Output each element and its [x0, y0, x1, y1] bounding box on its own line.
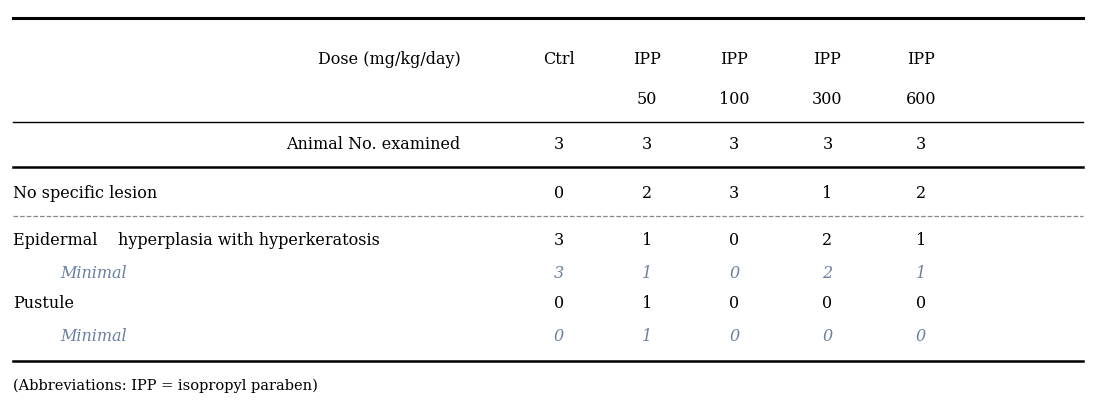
Text: 3: 3 [729, 136, 740, 153]
Text: 0: 0 [553, 295, 564, 313]
Text: IPP: IPP [906, 51, 935, 68]
Text: 3: 3 [729, 185, 740, 202]
Text: 300: 300 [812, 91, 843, 109]
Text: 1: 1 [641, 232, 652, 249]
Text: 50: 50 [637, 91, 657, 109]
Text: 3: 3 [553, 136, 564, 153]
Text: Pustule: Pustule [13, 295, 75, 313]
Text: 0: 0 [915, 295, 926, 313]
Text: 0: 0 [729, 295, 740, 313]
Text: 0: 0 [729, 328, 740, 345]
Text: Epidermal    hyperplasia with hyperkeratosis: Epidermal hyperplasia with hyperkeratosi… [13, 232, 380, 249]
Text: 0: 0 [822, 328, 833, 345]
Text: 2: 2 [822, 265, 833, 282]
Text: (Abbreviations: IPP = isopropyl paraben): (Abbreviations: IPP = isopropyl paraben) [13, 378, 318, 393]
Text: 1: 1 [915, 265, 926, 282]
Text: 2: 2 [641, 185, 652, 202]
Text: 1: 1 [641, 328, 652, 345]
Text: 0: 0 [553, 328, 564, 345]
Text: 3: 3 [915, 136, 926, 153]
Text: 0: 0 [729, 232, 740, 249]
Text: IPP: IPP [632, 51, 661, 68]
Text: 3: 3 [641, 136, 652, 153]
Text: 100: 100 [719, 91, 750, 109]
Text: Minimal: Minimal [60, 265, 127, 282]
Text: 2: 2 [915, 185, 926, 202]
Text: 1: 1 [641, 265, 652, 282]
Text: 3: 3 [822, 136, 833, 153]
Text: 1: 1 [822, 185, 833, 202]
Text: 2: 2 [822, 232, 833, 249]
Text: Minimal: Minimal [60, 328, 127, 345]
Text: 1: 1 [915, 232, 926, 249]
Text: 3: 3 [553, 265, 564, 282]
Text: 0: 0 [553, 185, 564, 202]
Text: 0: 0 [915, 328, 926, 345]
Text: 0: 0 [822, 295, 833, 313]
Text: IPP: IPP [720, 51, 749, 68]
Text: 600: 600 [905, 91, 936, 109]
Text: 3: 3 [553, 232, 564, 249]
Text: Animal No. examined: Animal No. examined [286, 136, 460, 153]
Text: 0: 0 [729, 265, 740, 282]
Text: Dose (mg/kg/day): Dose (mg/kg/day) [318, 51, 460, 68]
Text: IPP: IPP [813, 51, 842, 68]
Text: No specific lesion: No specific lesion [13, 185, 158, 202]
Text: 1: 1 [641, 295, 652, 313]
Text: Ctrl: Ctrl [544, 51, 574, 68]
